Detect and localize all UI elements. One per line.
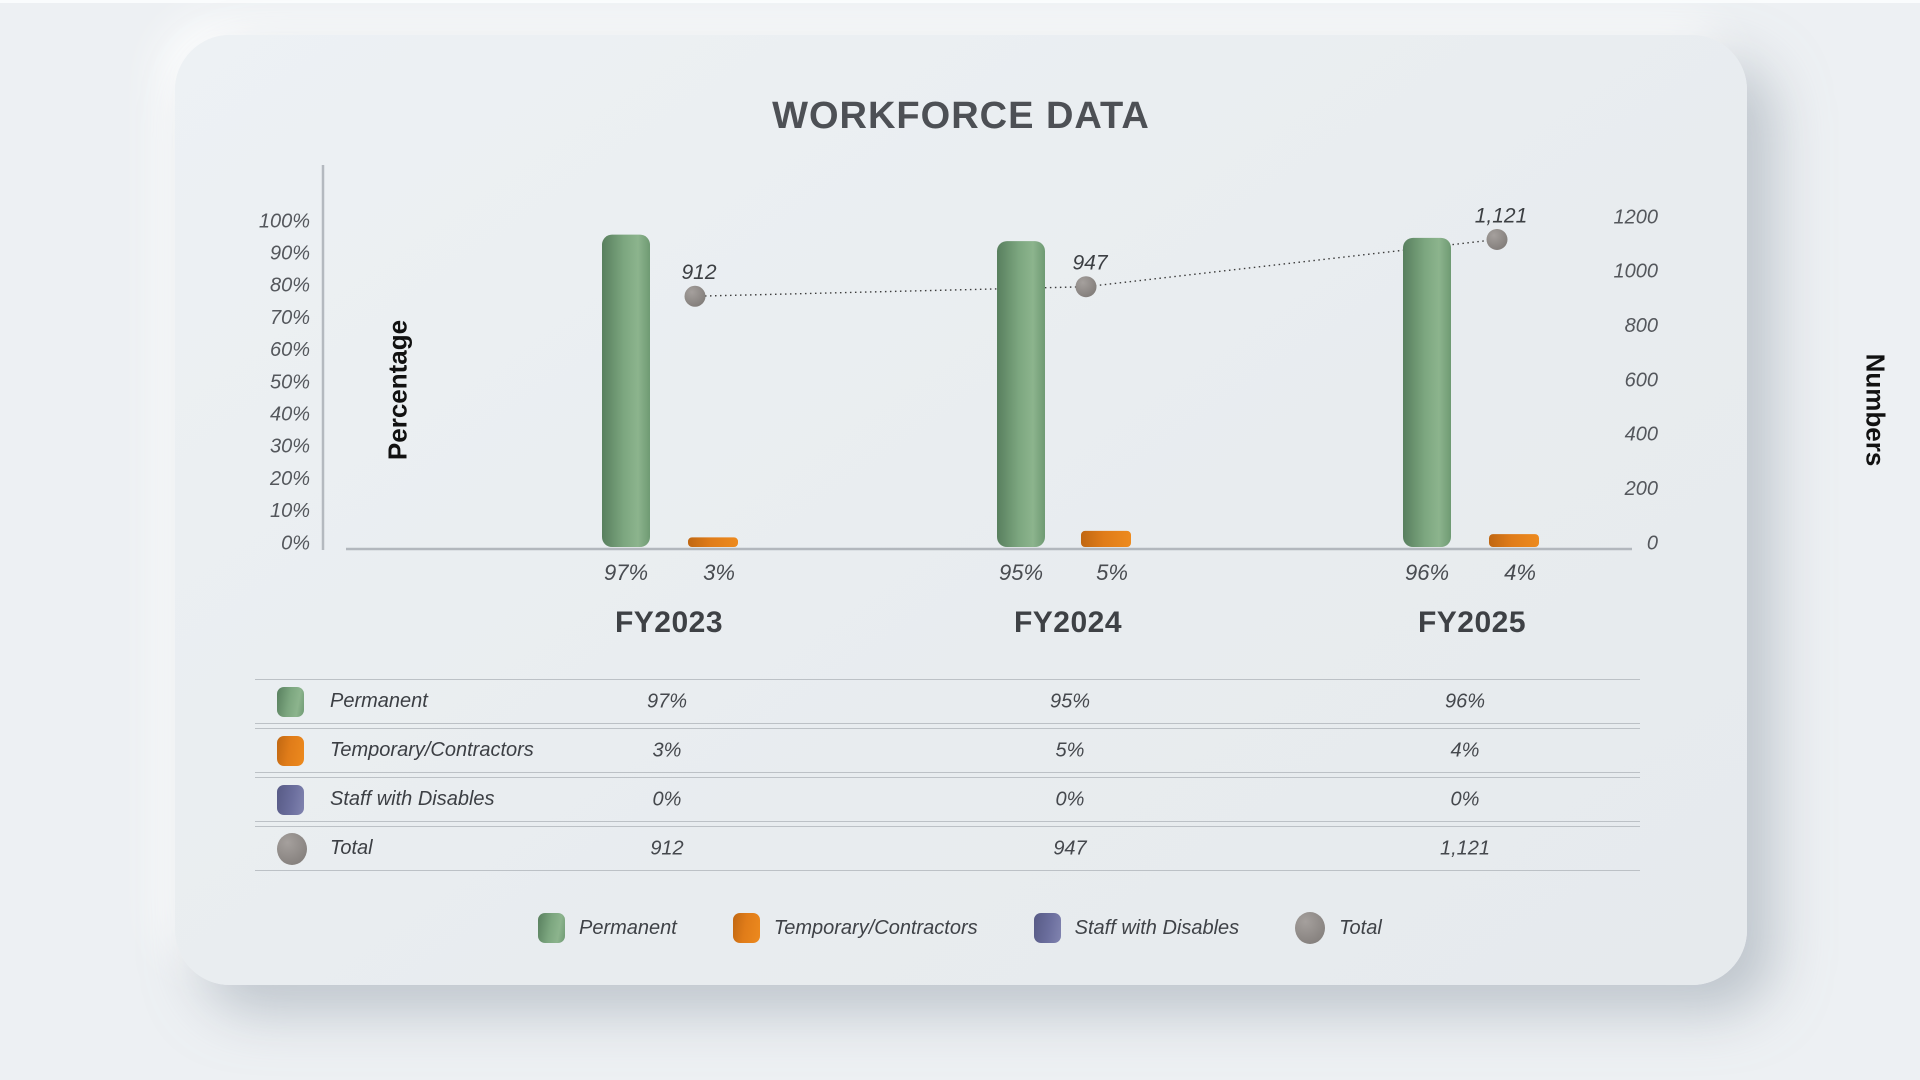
row-label: Temporary/Contractors xyxy=(330,739,534,761)
legend-item: Staff with Disables xyxy=(1033,913,1240,943)
left-axis-title: Percentage xyxy=(382,319,413,461)
gray-circle-icon xyxy=(1295,912,1326,944)
chart-title: WORKFORCE DATA xyxy=(772,95,1150,137)
orange-rounded-square-icon xyxy=(732,913,760,943)
row-value: 947 xyxy=(1053,837,1087,859)
legend: Permanent Temporary/Contractors Staff with… xyxy=(538,912,1382,944)
purple-rounded-square-icon xyxy=(277,784,304,815)
row-value: 1,121 xyxy=(1439,837,1491,859)
data-table: Permanent 97% 95% 96% Temporary/Contractors 3… xyxy=(255,679,1640,875)
legend-item: Total xyxy=(1295,912,1382,944)
right-axis-title: Numbers xyxy=(1860,353,1891,467)
row-value: 3% xyxy=(652,739,682,761)
legend-label: Temporary/Contractors xyxy=(773,916,978,939)
table-row: Permanent 97% 95% 96% xyxy=(255,679,1640,724)
row-value: 96% xyxy=(1444,690,1486,712)
row-value: 912 xyxy=(650,837,684,859)
legend-item: Temporary/Contractors xyxy=(732,913,978,943)
legend-label: Total xyxy=(1339,916,1382,939)
legend-label: Permanent xyxy=(579,916,677,939)
legend-item: Permanent xyxy=(538,913,677,943)
orange-rounded-square-icon xyxy=(277,735,304,766)
row-value: 95% xyxy=(1049,690,1091,712)
row-label: Staff with Disables xyxy=(330,788,495,810)
gray-circle-icon xyxy=(277,832,307,865)
row-value: 0% xyxy=(1450,788,1480,810)
legend-label: Staff with Disables xyxy=(1074,916,1240,939)
green-rounded-square-icon xyxy=(277,686,304,717)
green-rounded-square-icon xyxy=(538,913,565,943)
row-value: 4% xyxy=(1450,739,1480,761)
row-value: 0% xyxy=(652,788,682,810)
purple-rounded-square-icon xyxy=(1033,913,1061,943)
row-value: 97% xyxy=(646,690,688,712)
table-row: Total 912 947 1,121 xyxy=(255,826,1640,871)
row-label: Permanent xyxy=(330,690,428,712)
table-row: Staff with Disables 0% 0% 0% xyxy=(255,777,1640,822)
row-label: Total xyxy=(330,837,373,859)
table-row: Temporary/Contractors 3% 5% 4% xyxy=(255,728,1640,773)
row-value: 0% xyxy=(1055,788,1085,810)
row-value: 5% xyxy=(1055,739,1085,761)
